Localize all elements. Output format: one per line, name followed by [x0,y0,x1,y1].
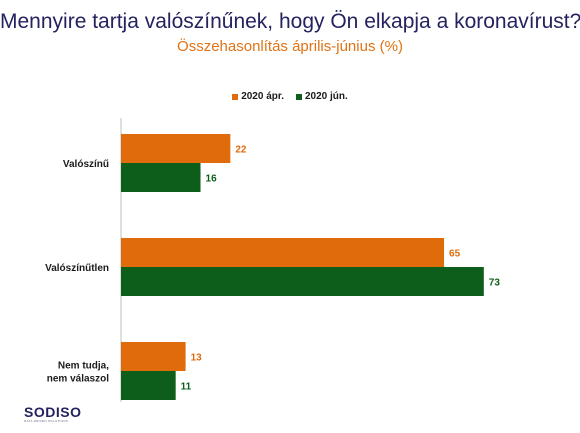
category-label-0: Valószínű [63,159,109,170]
legend-item-apr: 2020 ápr. [232,91,284,102]
data-label-apr-0: 22 [235,145,247,156]
data-label-apr-2: 13 [191,353,203,364]
bar-apr-1 [121,238,445,267]
sodiso-logo: SODISO DATA DRIVEN SOLUTIONS [24,405,81,423]
chart-legend: 2020 ápr. 2020 jún. [0,91,580,102]
bar-jun-1 [121,267,484,296]
bar-jun-2 [121,371,176,400]
bar-jun-0 [121,163,201,192]
chart-subtitle: Összehasonlítás április-június (%) [177,38,403,55]
data-label-jun-2: 11 [181,382,192,393]
legend-label-apr: 2020 ápr. [241,91,284,102]
chart-title: Mennyire tartja valószínűnek, hogy Ön el… [0,10,580,33]
category-label-1: Valószínűtlen [45,263,109,274]
data-label-jun-1: 73 [489,278,501,289]
legend-item-jun: 2020 jún. [296,91,348,102]
data-label-jun-0: 16 [206,174,218,185]
legend-swatch-jun [296,93,302,100]
category-label-2: nem válaszol [47,374,109,385]
bar-apr-2 [121,342,186,371]
logo-tagline: DATA DRIVEN SOLUTIONS [24,419,69,423]
data-label-apr-1: 65 [449,249,461,260]
logo-text: SODISO [24,404,82,420]
legend-swatch-apr [232,93,239,100]
legend-label-jun: 2020 jún. [305,91,348,102]
bar-apr-0 [121,134,231,163]
category-label-2: Nem tudja, [58,361,109,372]
